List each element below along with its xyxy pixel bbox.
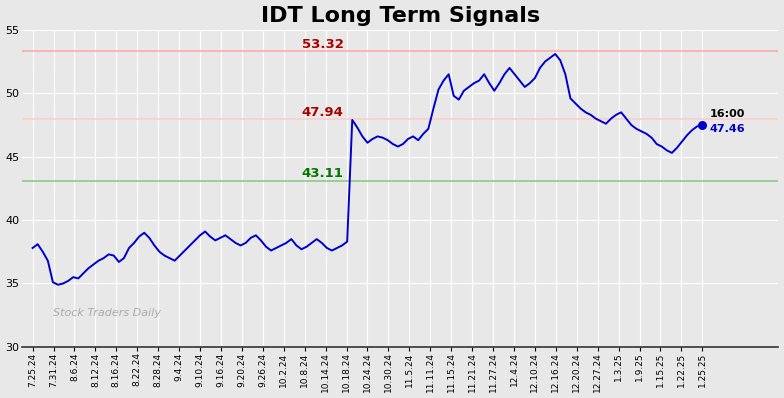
Text: 16:00: 16:00 [710, 109, 746, 119]
Text: 47.46: 47.46 [710, 124, 746, 134]
Text: Stock Traders Daily: Stock Traders Daily [53, 308, 161, 318]
Title: IDT Long Term Signals: IDT Long Term Signals [261, 6, 540, 25]
Text: 47.94: 47.94 [302, 106, 343, 119]
Text: 43.11: 43.11 [302, 167, 343, 180]
Text: 53.32: 53.32 [302, 38, 343, 51]
Point [696, 122, 709, 129]
